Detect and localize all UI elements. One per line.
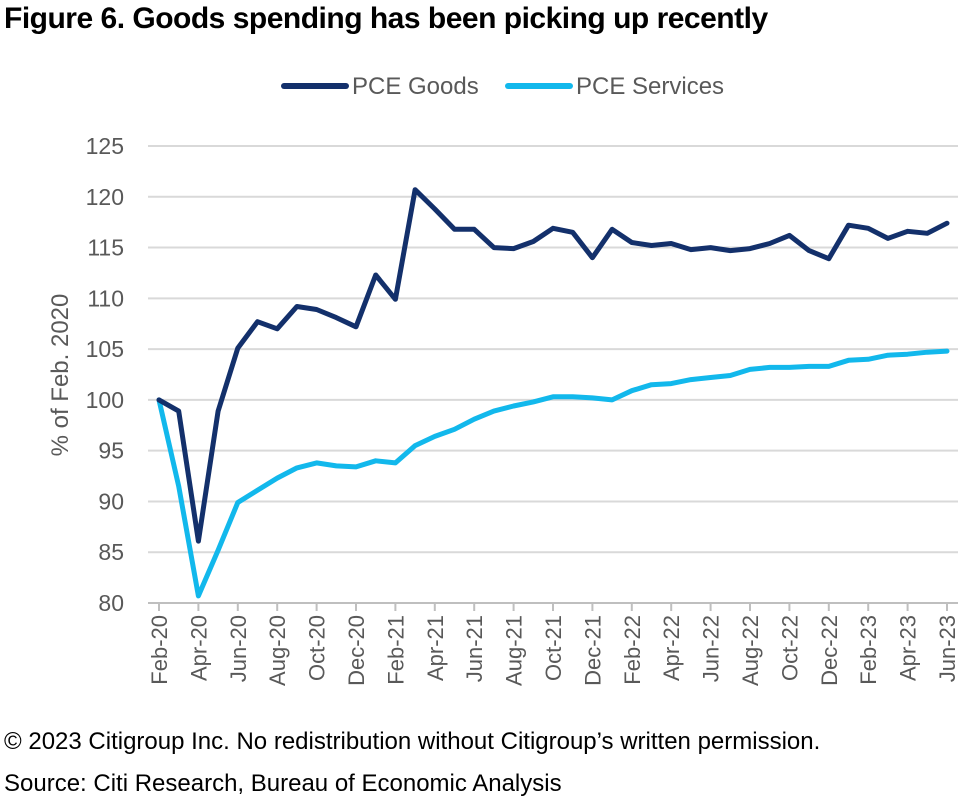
legend-label: PCE Goods — [352, 73, 479, 100]
y-tick-label: 115 — [87, 235, 124, 261]
gridlines — [148, 145, 958, 554]
x-tick-label: Aug-21 — [502, 615, 527, 686]
x-tick-label: Apr-23 — [896, 615, 921, 681]
legend-label: PCE Services — [576, 73, 724, 100]
x-tick-label: Aug-22 — [738, 615, 763, 686]
y-tick-label: 80 — [98, 590, 124, 616]
y-tick-label: 120 — [86, 184, 124, 210]
x-tick-label: Oct-22 — [777, 615, 802, 681]
series-line-pce-goods — [156, 187, 950, 544]
y-axis: 80 85 90 95 100 105 110 115 120 125 — [86, 133, 124, 616]
y-tick-label: 100 — [86, 387, 124, 413]
x-tick-label: Apr-21 — [423, 615, 448, 681]
x-tick-label: Dec-20 — [344, 615, 369, 686]
y-tick-label: 85 — [98, 539, 124, 565]
figure-title: Figure 6. Goods spending has been pickin… — [4, 2, 768, 35]
x-tick-label: Feb-22 — [620, 615, 645, 685]
x-tick-label: Feb-23 — [856, 615, 881, 685]
line-chart: 80 85 90 95 100 105 110 115 120 125 Feb-20 Apr-20 J… — [47, 73, 960, 686]
series-line-pce-services — [156, 348, 950, 599]
x-tick-label: Dec-22 — [817, 615, 842, 686]
copyright-note: © 2023 Citigroup Inc. No redistribution … — [4, 728, 821, 755]
y-tick-label: 110 — [87, 285, 124, 311]
x-tick-label: Feb-20 — [147, 615, 172, 685]
legend: PCE Goods PCE Services — [281, 73, 724, 100]
x-tick-label: Aug-20 — [265, 615, 290, 686]
x-tick-label: Apr-20 — [186, 615, 211, 681]
source-note: Source: Citi Research, Bureau of Economi… — [4, 770, 562, 797]
x-tick-label: Feb-21 — [383, 615, 408, 685]
y-axis-label: % of Feb. 2020 — [47, 294, 74, 457]
y-tick-label: 105 — [86, 336, 124, 362]
x-tick-label: Apr-22 — [659, 615, 684, 681]
x-tick-label: Oct-21 — [541, 615, 566, 681]
y-tick-label: 90 — [98, 488, 124, 514]
x-tick-label: Jun-20 — [226, 615, 251, 682]
x-tick-label: Dec-21 — [580, 615, 605, 686]
y-tick-label: 125 — [86, 133, 124, 159]
x-tick-label: Oct-20 — [305, 615, 330, 681]
x-tick-label: Jun-23 — [935, 615, 960, 682]
x-tick-label: Jun-21 — [462, 615, 487, 682]
x-tick-label: Jun-22 — [699, 615, 724, 682]
x-axis: Feb-20 Apr-20 Jun-20 Aug-20 Oct-20 Dec-20 Feb-… — [147, 602, 960, 686]
y-tick-label: 95 — [98, 438, 124, 464]
series-lines — [156, 187, 950, 599]
